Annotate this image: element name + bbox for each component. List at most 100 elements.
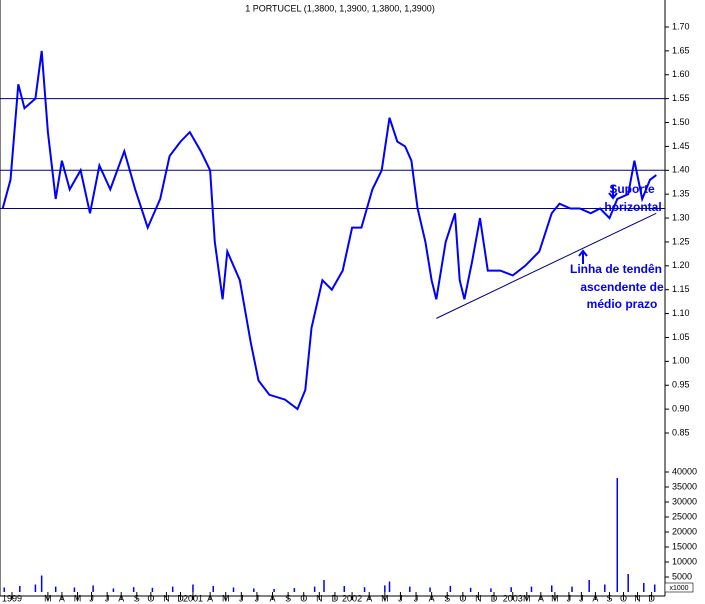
volume-bar xyxy=(653,584,656,592)
volume-bar xyxy=(3,587,5,592)
volume-bar xyxy=(616,478,619,592)
x-tick-label: A xyxy=(538,593,544,603)
volume-bar xyxy=(604,584,606,592)
y-tick-label: 20000 xyxy=(672,526,697,536)
x-tick-label: D xyxy=(177,593,184,603)
volume-bar xyxy=(112,588,115,592)
volume-bar xyxy=(232,587,235,592)
x-tick-label: 2003 xyxy=(503,593,523,603)
annotation: médio prazo xyxy=(587,297,658,311)
price-line xyxy=(1,50,657,411)
y-tick-label: 1.55 xyxy=(672,93,690,103)
x-tick-label: A xyxy=(429,593,435,603)
volume-bar xyxy=(643,583,645,592)
x-tick-label: M xyxy=(551,593,559,603)
volume-bar xyxy=(92,585,94,592)
unit-box xyxy=(664,582,694,593)
y-tick-label: 10000 xyxy=(672,556,697,566)
chart-title: 1 PORTUCEL (1,3800, 1,3900, 1,3800, 1,39… xyxy=(245,3,435,13)
volume-bar xyxy=(384,585,386,592)
x-tick-label: J xyxy=(567,593,572,603)
x-tick-label: N xyxy=(634,593,641,603)
x-tick-label: S xyxy=(606,593,612,603)
x-tick-label: 2002 xyxy=(342,593,362,603)
volume-bar xyxy=(34,584,37,592)
volume-bar xyxy=(449,586,452,592)
y-tick-label: 1.65 xyxy=(672,45,690,55)
y-tick-label: 30000 xyxy=(672,496,697,506)
volume-bar xyxy=(171,586,174,592)
x-tick-label: M xyxy=(44,593,52,603)
y-tick-label: 1.50 xyxy=(672,117,690,127)
x-tick-label: D xyxy=(491,593,498,603)
x-tick-label: J xyxy=(239,593,244,603)
y-tick-label: 1.20 xyxy=(672,260,690,270)
y-tick-label: 1.05 xyxy=(672,332,690,342)
x-tick-label: N xyxy=(475,593,482,603)
x-tick-label: 1999 xyxy=(2,593,22,603)
x-tick-label: A xyxy=(118,593,124,603)
volume-bar xyxy=(490,588,492,592)
arrow xyxy=(578,249,588,264)
volume-bar xyxy=(550,585,553,592)
volume-bar xyxy=(429,587,431,592)
volume-bar xyxy=(54,586,57,592)
x-tick-label: J xyxy=(579,593,584,603)
volume-bar xyxy=(273,589,275,592)
x-tick-label: O xyxy=(147,593,154,603)
x-tick-label: M xyxy=(523,593,531,603)
y-tick-label: 1.60 xyxy=(672,69,690,79)
x-tick-label: M xyxy=(74,593,82,603)
volume-bar xyxy=(323,580,325,592)
x-tick-label: J xyxy=(255,593,260,603)
volume-bar xyxy=(469,587,472,592)
x-tick-label: N xyxy=(316,593,323,603)
volume-bar xyxy=(588,580,590,592)
volume-bar xyxy=(192,584,194,592)
arrow xyxy=(608,185,618,200)
x-tick-label: O xyxy=(459,593,466,603)
y-tick-label: 1.00 xyxy=(672,356,690,366)
y-tick-label: 0.95 xyxy=(672,380,690,390)
y-tick-label: 1.35 xyxy=(672,189,690,199)
y-tick-label: 15000 xyxy=(672,541,697,551)
volume-bar xyxy=(510,587,512,592)
volume-bar xyxy=(253,588,255,592)
annotation: ascendente de xyxy=(580,280,664,294)
annotation: horizontal xyxy=(604,200,661,214)
y-tick-label: 1.25 xyxy=(672,236,690,246)
y-tick-label: 1.15 xyxy=(672,284,690,294)
volume-bar xyxy=(19,586,21,592)
y-tick-label: 1.10 xyxy=(672,308,690,318)
y-tick-label: 5000 xyxy=(672,571,692,581)
volume-bar xyxy=(343,586,346,592)
annotation: Linha de tendên xyxy=(570,262,662,276)
volume-bar xyxy=(212,586,214,592)
x-tick-label: 2001 xyxy=(183,593,203,603)
volume-bar xyxy=(293,588,296,592)
x-tick-label: A xyxy=(366,593,372,603)
volume-bar xyxy=(530,586,533,592)
x-tick-label: D xyxy=(648,593,655,603)
x-tick-label: M xyxy=(381,593,389,603)
volume-bar xyxy=(151,587,154,592)
volume-bar xyxy=(132,587,135,592)
volume-bar xyxy=(627,574,629,592)
unit-label: x1000 xyxy=(669,585,688,592)
volume-bar xyxy=(73,587,76,592)
volume-bar xyxy=(40,575,43,592)
y-tick-label: 0.90 xyxy=(672,403,690,413)
x-tick-label: S xyxy=(134,593,140,603)
y-tick-label: 1.40 xyxy=(672,165,690,175)
x-tick-label: J xyxy=(89,593,94,603)
trend-line xyxy=(436,212,657,319)
x-tick-label: J xyxy=(414,593,419,603)
x-tick-label: O xyxy=(300,593,307,603)
y-tick-label: 1.30 xyxy=(672,212,690,222)
volume-bar xyxy=(409,586,411,592)
y-tick-label: 40000 xyxy=(672,466,697,476)
x-tick-label: N xyxy=(163,593,170,603)
y-tick-label: 1.45 xyxy=(672,141,690,151)
